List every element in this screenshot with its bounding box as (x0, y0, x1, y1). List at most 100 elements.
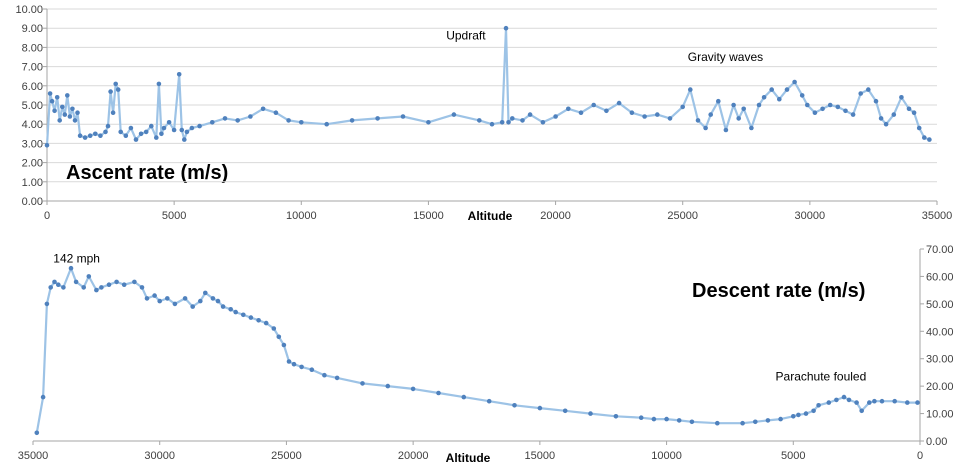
descent-data-point (281, 342, 287, 348)
ascent-data-point (235, 118, 240, 123)
descent-data-point (676, 418, 682, 423)
ascent-x-tick-label: 25000 (667, 210, 698, 222)
ascent-data-point (866, 87, 871, 92)
ascent-data-point (52, 108, 57, 114)
ascent-data-point (108, 89, 113, 94)
descent-y-tick-label: 10.00 (926, 409, 954, 421)
descent-data-point (740, 420, 745, 426)
ascent-data-point (784, 87, 790, 92)
ascent-x-tick-label: 10000 (286, 210, 317, 222)
ascent-data-point (210, 120, 215, 125)
descent-data-point (121, 282, 127, 288)
descent-data-point (152, 293, 157, 298)
ascent-data-point (812, 110, 818, 115)
ascent-data-point (82, 135, 88, 140)
ascent-data-point (777, 96, 782, 102)
descent-data-point (220, 304, 226, 309)
descent-data-point (139, 285, 145, 290)
ascent-data-point (451, 112, 457, 117)
ascent-data-point (616, 100, 622, 106)
descent-data-point (834, 397, 839, 403)
descent-data-point (81, 285, 86, 290)
descent-data-point (512, 403, 517, 408)
descent-x-tick-label: 5000 (781, 450, 805, 462)
ascent-data-point (375, 116, 380, 121)
ascent-data-point (708, 112, 713, 117)
descent-y-tick-label: 50.00 (926, 299, 954, 311)
ascent-y-tick-label: 9.00 (22, 23, 43, 35)
ascent-data-point (103, 129, 108, 135)
ascent-data-point (736, 116, 741, 121)
ascent-data-point (835, 104, 841, 110)
descent-x-tick-label: 35000 (18, 450, 49, 462)
ascent-data-point (123, 133, 129, 138)
ascent-data-point (65, 93, 70, 98)
ascent-data-point (695, 118, 701, 123)
ascent-data-point (604, 108, 609, 114)
ascent-data-point (873, 98, 879, 104)
ascent-data-point (891, 112, 897, 117)
descent-x-tick-label: 30000 (144, 450, 175, 462)
descent-data-point (99, 285, 104, 290)
ascent-data-point (57, 118, 62, 123)
descent-series-points (34, 265, 920, 436)
descent-data-point (233, 309, 238, 315)
ascent-y-tick-label: 7.00 (22, 62, 43, 74)
descent-data-point (68, 265, 74, 271)
descent-data-point (56, 282, 61, 288)
descent-data-point (106, 282, 112, 288)
descent-data-point (241, 312, 246, 318)
ascent-data-point (324, 121, 330, 127)
ascent-x-tick-label: 5000 (162, 210, 186, 222)
ascent-data-point (179, 127, 185, 133)
ascent-data-point (477, 118, 482, 123)
ascent-data-point (723, 127, 729, 133)
descent-data-point (73, 279, 79, 285)
ascent-x-tick-label: 20000 (540, 210, 571, 222)
descent-data-point (190, 304, 195, 309)
ascent-series-line (45, 27, 930, 146)
descent-data-point (638, 415, 644, 421)
descent-data-point (854, 400, 859, 405)
descent-data-point (203, 290, 208, 296)
descent-data-point (664, 416, 669, 422)
ascent-data-point (741, 106, 746, 112)
ascent-x-axis-label: Altitude (468, 209, 513, 223)
ascent-data-point (858, 91, 863, 96)
ascent-data-point (128, 125, 134, 131)
ascent-y-tick-label: 6.00 (22, 81, 43, 93)
ascent-data-point (47, 91, 53, 96)
descent-data-point (410, 386, 416, 392)
descent-data-point (309, 367, 315, 373)
ascent-data-point (77, 133, 83, 138)
ascent-data-point (75, 110, 80, 115)
descent-rate-chart: Descent rate (m/s) Altitude 0.00 10.00 20.… (18, 244, 954, 465)
ascent-data-point (749, 125, 754, 131)
descent-data-point (44, 301, 50, 307)
descent-y-tick-label: 20.00 (926, 381, 954, 393)
descent-data-point (286, 359, 292, 364)
ascent-data-point (44, 143, 50, 148)
descent-data-point (360, 381, 365, 386)
ascent-data-point (171, 127, 177, 133)
ascent-x-tick-label: 0 (44, 210, 50, 222)
ascent-data-point (911, 110, 917, 115)
ascent-data-point (176, 72, 182, 77)
descent-annotation: Parachute fouled (776, 370, 867, 384)
ascent-data-point (189, 125, 195, 131)
ascent-data-point (166, 120, 172, 125)
ascent-data-point (805, 102, 810, 108)
descent-data-point (385, 383, 391, 389)
descent-data-point (588, 411, 593, 416)
descent-data-point (796, 412, 801, 418)
ascent-data-point (629, 110, 635, 115)
descent-x-tick-label: 10000 (651, 450, 682, 462)
ascent-data-point (400, 114, 406, 119)
ascent-y-tick-label: 5.00 (22, 100, 43, 112)
ascent-data-point (273, 110, 279, 115)
descent-data-point (791, 414, 796, 419)
ascent-y-tick-label: 8.00 (22, 42, 43, 54)
ascent-data-point (159, 131, 164, 137)
descent-data-point (778, 416, 783, 422)
